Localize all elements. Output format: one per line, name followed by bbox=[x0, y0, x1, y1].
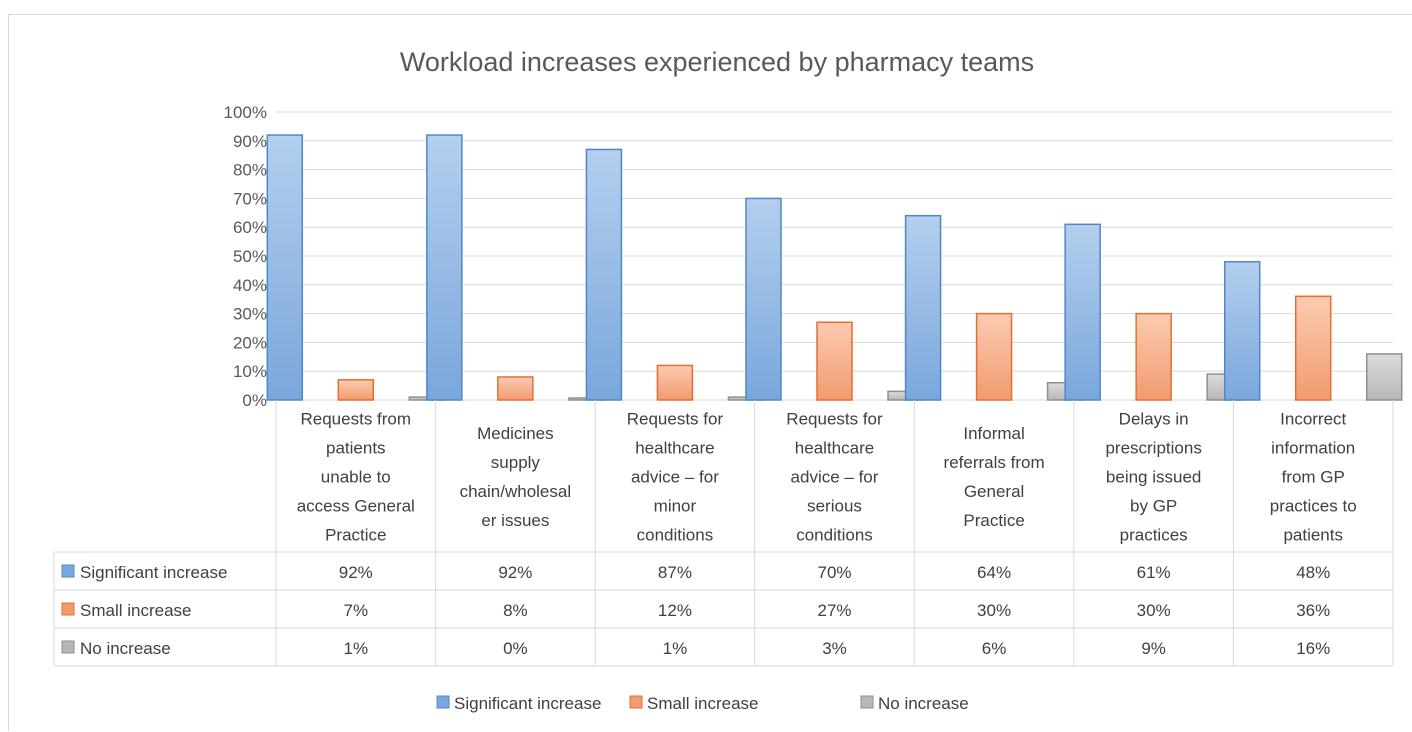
data-cell: 64% bbox=[977, 563, 1011, 582]
category-label: chain/wholesal bbox=[460, 482, 572, 501]
category-label: er issues bbox=[481, 511, 549, 530]
data-table: Requests from patients unable to access Gen… bbox=[53, 400, 1394, 667]
category-label: Informal bbox=[963, 424, 1024, 443]
legend-key bbox=[629, 695, 643, 709]
y-axis-ticks: 0% 10% 20% 30% 40% 50% 60% 70% 80% 90% 100% bbox=[224, 103, 267, 410]
data-cell: 0% bbox=[503, 639, 528, 658]
data-cell: 1% bbox=[343, 639, 368, 658]
data-cell: 92% bbox=[498, 563, 532, 582]
category-label: advice – for bbox=[791, 468, 879, 487]
row-series-label: No increase bbox=[80, 639, 171, 658]
legend-label: Small increase bbox=[647, 694, 759, 713]
category-label: conditions bbox=[796, 526, 873, 545]
data-cell: 61% bbox=[1137, 563, 1171, 582]
category-label: information bbox=[1271, 439, 1355, 458]
y-tick-label: 100% bbox=[224, 103, 267, 122]
bar-significant-increase bbox=[266, 134, 304, 401]
category-label: Incorrect bbox=[1280, 410, 1346, 429]
bar-small-increase bbox=[497, 376, 534, 401]
category-label: General bbox=[964, 482, 1024, 501]
bar-no-increase bbox=[1365, 353, 1403, 401]
row-legend-key bbox=[61, 564, 75, 578]
data-cell: 12% bbox=[658, 601, 692, 620]
row-legend-key bbox=[61, 640, 75, 654]
category-label: access General bbox=[297, 497, 415, 516]
category-label: Delays in bbox=[1119, 410, 1189, 429]
bar-significant-increase bbox=[426, 134, 463, 401]
legend-label: Significant increase bbox=[454, 694, 601, 713]
legend-key bbox=[436, 695, 450, 709]
category-label: by GP bbox=[1130, 497, 1177, 516]
data-cell: 3% bbox=[822, 639, 847, 658]
category-label: from GP bbox=[1282, 468, 1345, 487]
data-cell: 7% bbox=[343, 601, 368, 620]
data-cell: 30% bbox=[977, 601, 1011, 620]
data-cell: 87% bbox=[658, 563, 692, 582]
data-cell: 6% bbox=[982, 639, 1007, 658]
y-tick-label: 60% bbox=[233, 218, 267, 237]
category-label: advice – for bbox=[631, 468, 719, 487]
category-label: Practice bbox=[325, 526, 386, 545]
data-cell: 27% bbox=[817, 601, 851, 620]
category-label: being issued bbox=[1106, 468, 1201, 487]
y-tick-label: 40% bbox=[233, 276, 267, 295]
data-cell: 16% bbox=[1296, 639, 1330, 658]
y-tick-label: 30% bbox=[233, 305, 267, 324]
legend-label: No increase bbox=[878, 694, 969, 713]
y-tick-label: 50% bbox=[233, 247, 267, 266]
category-label: Practice bbox=[963, 511, 1024, 530]
bar-small-increase bbox=[816, 321, 853, 401]
category-label: prescriptions bbox=[1105, 439, 1201, 458]
category-label: practices bbox=[1120, 526, 1188, 545]
category-label: supply bbox=[491, 453, 541, 472]
row-series-label: Small increase bbox=[80, 601, 192, 620]
bar-significant-increase bbox=[585, 148, 623, 401]
bar-small-increase bbox=[975, 312, 1013, 401]
category-label: practices to bbox=[1270, 497, 1357, 516]
chart-frame: Workload increases experienced by pharma… bbox=[8, 14, 1412, 731]
chart-svg: Workload increases experienced by pharma… bbox=[53, 47, 1403, 713]
category-label: healthcare bbox=[795, 439, 874, 458]
category-label: Requests for bbox=[627, 410, 724, 429]
bar-significant-increase bbox=[1223, 261, 1261, 401]
category-label: Requests from bbox=[301, 410, 412, 429]
y-tick-label: 20% bbox=[233, 333, 267, 352]
category-label: unable to bbox=[321, 468, 391, 487]
bar-small-increase bbox=[656, 364, 694, 401]
y-tick-label: 80% bbox=[233, 161, 267, 180]
bar-significant-increase bbox=[904, 214, 942, 401]
row-series-label: Significant increase bbox=[80, 563, 227, 582]
data-cell: 8% bbox=[503, 601, 528, 620]
bar-small-increase bbox=[1294, 295, 1332, 401]
legend: Significant increase Small increase No inc… bbox=[436, 694, 969, 713]
category-label: patients bbox=[1283, 526, 1343, 545]
y-tick-label: 70% bbox=[233, 189, 267, 208]
bar-small-increase bbox=[1135, 312, 1172, 401]
data-cell: 92% bbox=[339, 563, 373, 582]
y-tick-label: 10% bbox=[233, 362, 267, 381]
bar-significant-increase bbox=[745, 197, 782, 401]
category-label: Medicines bbox=[477, 424, 554, 443]
bar-significant-increase bbox=[1064, 223, 1101, 401]
bars-layer bbox=[266, 134, 1403, 401]
legend-key bbox=[860, 695, 874, 709]
category-label: conditions bbox=[637, 526, 714, 545]
category-label: referrals from bbox=[944, 453, 1045, 472]
data-cell: 1% bbox=[663, 639, 688, 658]
chart-title: Workload increases experienced by pharma… bbox=[400, 47, 1034, 77]
data-cell: 36% bbox=[1296, 601, 1330, 620]
category-label: minor bbox=[654, 497, 697, 516]
category-label: serious bbox=[807, 497, 862, 516]
bar-small-increase bbox=[337, 379, 375, 401]
y-tick-label: 90% bbox=[233, 132, 267, 151]
y-tick-label: 0% bbox=[242, 391, 267, 410]
data-cell: 70% bbox=[817, 563, 851, 582]
data-cell: 30% bbox=[1137, 601, 1171, 620]
data-cell: 48% bbox=[1296, 563, 1330, 582]
row-legend-key bbox=[61, 602, 75, 616]
data-cell: 9% bbox=[1141, 639, 1166, 658]
category-label: healthcare bbox=[635, 439, 714, 458]
category-label: patients bbox=[326, 439, 386, 458]
category-label: Requests for bbox=[786, 410, 883, 429]
